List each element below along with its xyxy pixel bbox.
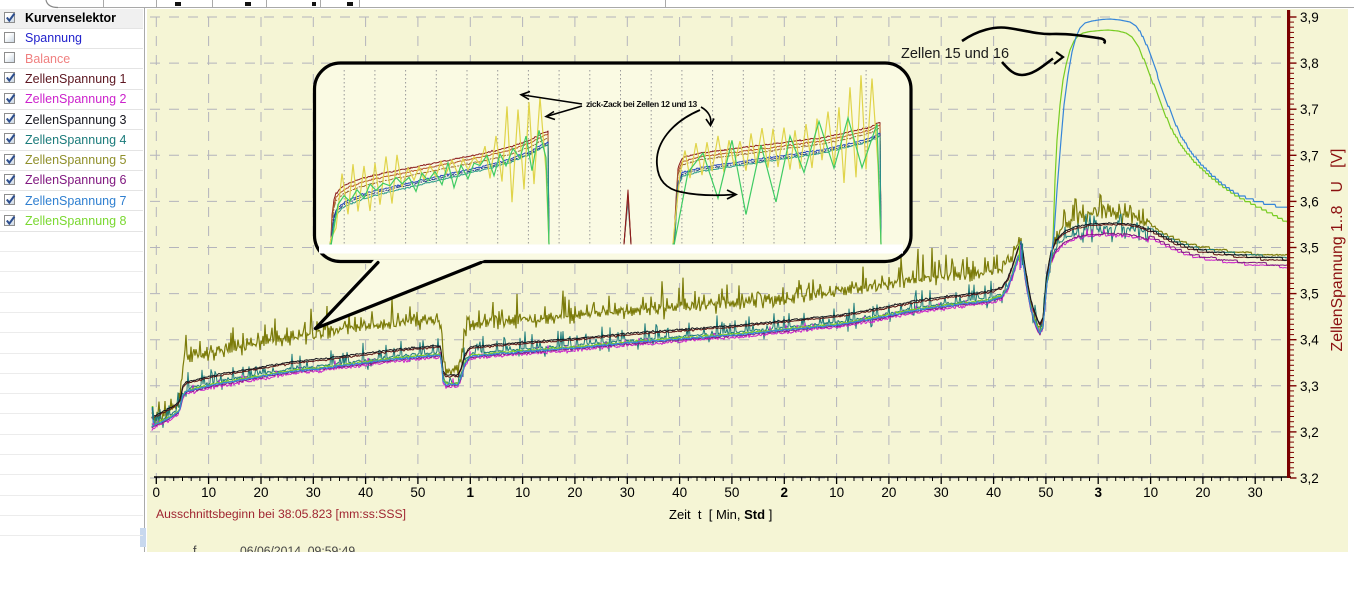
svg-text:3,6: 3,6 — [1300, 194, 1319, 209]
svg-text:30: 30 — [620, 485, 635, 500]
svg-text:Zellen 15 und 16: Zellen 15 und 16 — [901, 46, 1009, 62]
svg-text:3,7: 3,7 — [1300, 102, 1319, 117]
svg-text:10: 10 — [829, 485, 844, 500]
svg-text:50: 50 — [1038, 485, 1053, 500]
svg-text:3,5: 3,5 — [1300, 287, 1319, 302]
svg-text:30: 30 — [1248, 485, 1263, 500]
svg-text:zick-Zack bei Zellen 12 und 13: zick-Zack bei Zellen 12 und 13 — [586, 99, 698, 109]
svg-text:30: 30 — [306, 485, 321, 500]
svg-text:3,9: 3,9 — [1300, 10, 1319, 25]
svg-text:20: 20 — [253, 485, 268, 500]
svg-text:f: f — [193, 544, 197, 558]
svg-text:3,7: 3,7 — [1300, 148, 1319, 163]
svg-text:3,8: 3,8 — [1300, 56, 1319, 71]
svg-text:50: 50 — [724, 485, 739, 500]
svg-text:30: 30 — [934, 485, 949, 500]
svg-text:20: 20 — [1195, 485, 1210, 500]
svg-text:10: 10 — [1143, 485, 1158, 500]
svg-text:20: 20 — [881, 485, 896, 500]
svg-text:10: 10 — [515, 485, 530, 500]
svg-text:3: 3 — [1094, 485, 1102, 500]
svg-text:0: 0 — [153, 485, 161, 500]
svg-text:Ausschnittsbeginn bei 38:05.82: Ausschnittsbeginn bei 38:05.823 [mm:ss:S… — [156, 507, 406, 521]
svg-text:06/06/2014 09:59:49: 06/06/2014 09:59:49 — [240, 544, 355, 558]
svg-text:ZellenSpannung 1..8 U [V]: ZellenSpannung 1..8 U [V] — [1329, 149, 1346, 352]
svg-text:20: 20 — [567, 485, 582, 500]
svg-text:10: 10 — [201, 485, 216, 500]
svg-text:3,2: 3,2 — [1300, 425, 1319, 440]
svg-text:3,3: 3,3 — [1300, 379, 1319, 394]
svg-text:50: 50 — [410, 485, 425, 500]
svg-text:40: 40 — [986, 485, 1001, 500]
svg-text:3,2: 3,2 — [1300, 471, 1319, 486]
svg-text:2: 2 — [781, 485, 789, 500]
svg-text:1: 1 — [467, 485, 475, 500]
svg-text:40: 40 — [672, 485, 687, 500]
svg-text:40: 40 — [358, 485, 373, 500]
svg-text:Zeit t [ Min, Std ]: Zeit t [ Min, Std ] — [669, 507, 772, 522]
svg-text:3,5: 3,5 — [1300, 241, 1319, 256]
svg-text:3,4: 3,4 — [1300, 333, 1319, 348]
